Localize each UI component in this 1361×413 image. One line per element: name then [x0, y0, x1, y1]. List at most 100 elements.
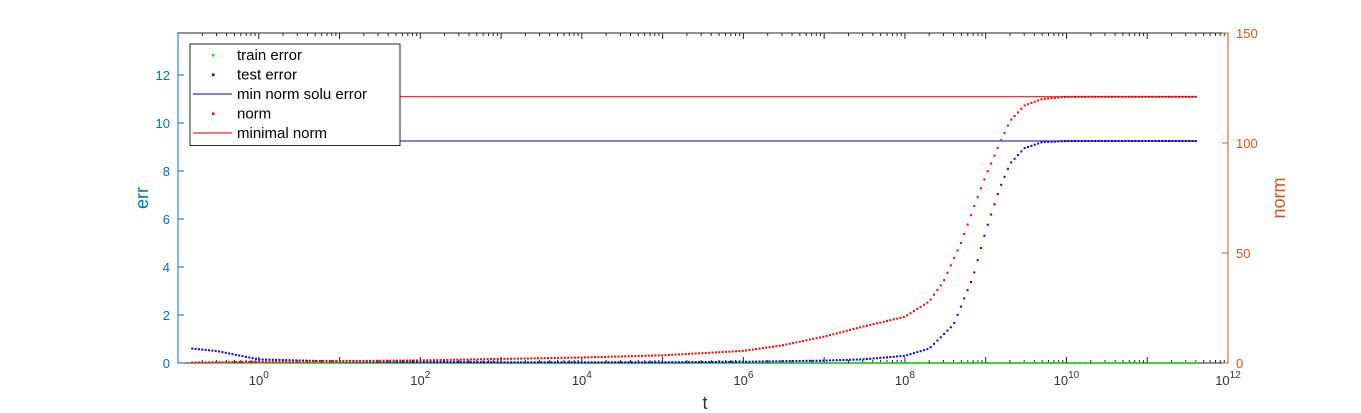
- data-point: [704, 351, 707, 354]
- data-point: [701, 352, 704, 355]
- data-point: [953, 362, 956, 364]
- data-point: [681, 361, 684, 364]
- legend-item: test error: [212, 67, 297, 84]
- data-point: [849, 362, 852, 364]
- data-point: [748, 362, 751, 364]
- data-point: [822, 335, 825, 338]
- data-point: [580, 356, 583, 359]
- data-point: [1006, 362, 1009, 364]
- data-point: [986, 362, 989, 364]
- data-point: [862, 325, 865, 328]
- legend-box: [189, 43, 401, 146]
- data-point: [1053, 96, 1056, 99]
- data-point: [657, 354, 660, 357]
- data-point: [1013, 362, 1016, 364]
- data-point: [426, 362, 429, 364]
- data-point: [281, 361, 284, 364]
- data-point: [694, 361, 697, 364]
- data-point: [620, 355, 623, 358]
- legend-label: minimal norm: [237, 125, 327, 142]
- data-point: [573, 356, 576, 359]
- data-point: [369, 359, 372, 362]
- data-point: [855, 358, 858, 361]
- data-point: [771, 345, 774, 348]
- data-point: [234, 353, 237, 356]
- data-point: [355, 359, 358, 362]
- data-point: [842, 330, 845, 333]
- data-point: [741, 360, 744, 363]
- data-point: [1137, 362, 1140, 364]
- data-point: [218, 350, 221, 353]
- data-point: [781, 360, 784, 363]
- data-point: [815, 337, 818, 340]
- data-point: [1037, 142, 1040, 145]
- data-point: [956, 362, 959, 364]
- data-point: [1003, 362, 1006, 364]
- data-point: [667, 361, 670, 364]
- data-point: [191, 361, 194, 364]
- data-point: [496, 357, 499, 360]
- data-point: [943, 279, 946, 282]
- data-point: [432, 359, 435, 362]
- data-point: [557, 356, 560, 359]
- data-point: [651, 361, 654, 364]
- data-point: [526, 361, 529, 364]
- x-tick-label: 1012: [1215, 370, 1241, 388]
- data-point: [416, 362, 419, 364]
- data-point: [553, 356, 556, 359]
- data-point: [671, 361, 674, 364]
- data-point: [325, 360, 328, 363]
- data-point: [265, 360, 268, 363]
- data-point: [305, 361, 308, 364]
- data-point: [429, 360, 432, 363]
- data-point: [553, 361, 556, 364]
- data-point: [567, 361, 570, 364]
- data-point: [674, 361, 677, 364]
- data-point: [929, 362, 932, 364]
- data-point: [664, 354, 667, 357]
- data-point: [392, 360, 395, 363]
- data-point: [197, 348, 200, 351]
- data-point: [627, 355, 630, 358]
- data-point: [886, 319, 889, 322]
- data-point: [778, 360, 781, 363]
- data-point: [865, 362, 868, 364]
- data-point: [909, 353, 912, 356]
- data-point: [412, 360, 415, 363]
- data-point: [788, 362, 791, 364]
- right-tick-label: 50: [1236, 246, 1250, 261]
- data-point: [751, 362, 754, 364]
- data-point: [765, 362, 768, 364]
- data-point: [956, 249, 959, 252]
- data-point: [285, 359, 288, 362]
- data-point: [637, 361, 640, 364]
- data-point: [1027, 362, 1030, 364]
- data-point: [375, 362, 378, 364]
- data-point: [1154, 362, 1157, 364]
- data-point: [254, 357, 257, 360]
- data-point: [322, 360, 325, 363]
- data-point: [852, 358, 855, 361]
- data-point: [540, 357, 543, 360]
- data-point: [446, 361, 449, 364]
- data-point: [208, 361, 211, 364]
- data-point: [1040, 98, 1043, 101]
- legend-label: norm: [237, 106, 271, 123]
- data-point: [1010, 118, 1013, 121]
- data-point: [513, 357, 516, 360]
- data-point: [892, 318, 895, 321]
- data-point: [369, 362, 372, 364]
- data-point: [295, 359, 298, 362]
- data-point: [244, 361, 247, 364]
- data-point: [929, 346, 932, 349]
- data-point: [392, 359, 395, 362]
- data-point: [862, 362, 865, 364]
- data-point: [610, 355, 613, 358]
- data-point: [842, 359, 845, 362]
- data-point: [711, 362, 714, 364]
- data-point: [869, 362, 872, 364]
- data-point: [399, 360, 402, 363]
- data-point: [959, 362, 962, 364]
- data-point: [1161, 362, 1164, 364]
